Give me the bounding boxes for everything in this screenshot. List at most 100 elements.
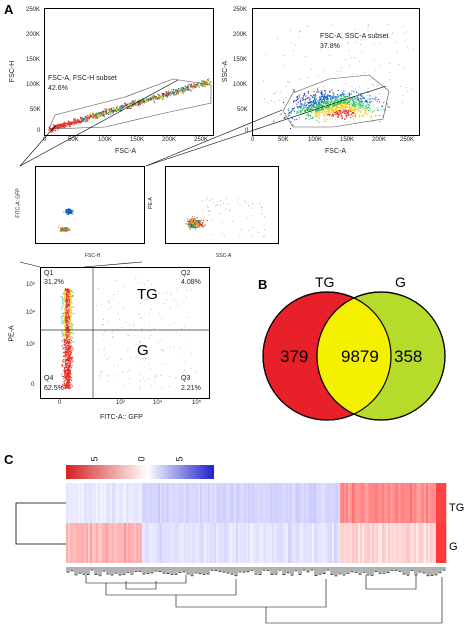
event-dot: [65, 358, 67, 360]
event-dot: [317, 90, 319, 92]
event-dot: [182, 92, 184, 95]
heatmap-cell: [172, 523, 175, 563]
event-dot: [53, 129, 55, 131]
event-dot: [71, 324, 73, 326]
event-dot: [312, 101, 314, 103]
event-dot: [115, 110, 117, 113]
event-dot: [321, 95, 323, 97]
event-dot: [308, 108, 310, 110]
event-dot: [303, 106, 305, 108]
event-dot: [193, 220, 194, 222]
event-dot: [339, 101, 341, 103]
event-dot: [67, 347, 69, 349]
event-dot: [296, 100, 298, 102]
event-dot: [128, 335, 129, 336]
event-dot: [354, 104, 356, 106]
event-dot: [336, 105, 338, 107]
event-dot: [198, 222, 200, 224]
heatmap-cell: [264, 523, 267, 563]
event-dot: [68, 379, 70, 381]
event-dot: [364, 111, 366, 113]
event-dot: [304, 107, 306, 109]
event-dot: [125, 106, 127, 108]
event-dot: [174, 93, 176, 95]
event-dot: [293, 100, 295, 102]
event-dot: [68, 299, 70, 301]
event-dot: [168, 93, 170, 95]
event-dot: [193, 219, 195, 221]
event-dot: [340, 106, 342, 108]
event-dot: [64, 359, 66, 361]
event-dot: [185, 89, 187, 91]
event-dot: [302, 109, 304, 111]
event-dot: [337, 89, 339, 91]
event-dot: [204, 224, 206, 226]
event-dot: [314, 96, 316, 98]
event-dot: [199, 84, 201, 86]
event-dot: [69, 304, 71, 306]
event-dot: [246, 217, 248, 219]
event-dot: [69, 341, 71, 343]
event-dot: [63, 380, 65, 382]
event-dot: [97, 114, 99, 116]
event-dot: [65, 384, 67, 386]
event-dot: [64, 369, 66, 371]
event-dot: [64, 339, 66, 341]
event-dot: [66, 230, 68, 232]
event-dot: [64, 125, 66, 127]
event-dot: [354, 101, 356, 103]
event-dot: [261, 209, 262, 211]
event-dot: [124, 102, 126, 104]
heatmap-cell: [148, 483, 151, 523]
event-dot: [109, 111, 112, 113]
event-dot: [358, 114, 360, 116]
event-dot: [326, 110, 328, 112]
event-dot: [208, 78, 210, 80]
event-dot: [359, 97, 361, 99]
event-dot: [176, 92, 178, 94]
heatmap-cell: [164, 523, 167, 563]
event-dot: [335, 99, 337, 101]
event-dot: [66, 350, 68, 352]
event-dot: [207, 84, 209, 86]
event-dot: [63, 343, 65, 345]
event-dot: [146, 99, 148, 101]
event-dot: [310, 117, 312, 119]
event-dot: [340, 107, 342, 109]
event-dot: [319, 99, 321, 101]
event-dot: [67, 330, 69, 332]
event-dot: [206, 81, 208, 83]
event-dot: [57, 125, 59, 127]
event-dot: [136, 103, 138, 105]
event-dot: [144, 99, 147, 101]
event-dot: [107, 302, 109, 303]
event-dot: [160, 375, 162, 376]
event-dot: [337, 70, 338, 72]
event-dot: [200, 220, 202, 222]
event-dot: [304, 118, 306, 120]
event-dot: [68, 214, 69, 215]
event-dot: [319, 102, 321, 104]
event-dot: [68, 210, 70, 212]
event-dot: [291, 43, 293, 45]
event-dot: [319, 111, 321, 113]
heatmap-row-g: [66, 523, 447, 563]
heatmap-cell: [380, 483, 383, 523]
event-dot: [63, 341, 65, 343]
event-dot: [134, 335, 135, 337]
event-dot: [369, 102, 371, 104]
event-dot: [359, 100, 361, 102]
event-dot: [300, 111, 302, 113]
event-dot: [108, 356, 110, 358]
event-dot: [345, 83, 347, 84]
event-dot: [181, 328, 182, 330]
event-dot: [335, 112, 337, 114]
event-dot: [284, 113, 286, 115]
event-dot: [353, 108, 355, 110]
event-dot: [162, 93, 164, 95]
heatmap-cell: [290, 483, 293, 523]
event-dot: [65, 309, 67, 311]
event-dot: [353, 106, 355, 108]
event-dot: [367, 103, 369, 105]
event-dot: [333, 106, 335, 108]
